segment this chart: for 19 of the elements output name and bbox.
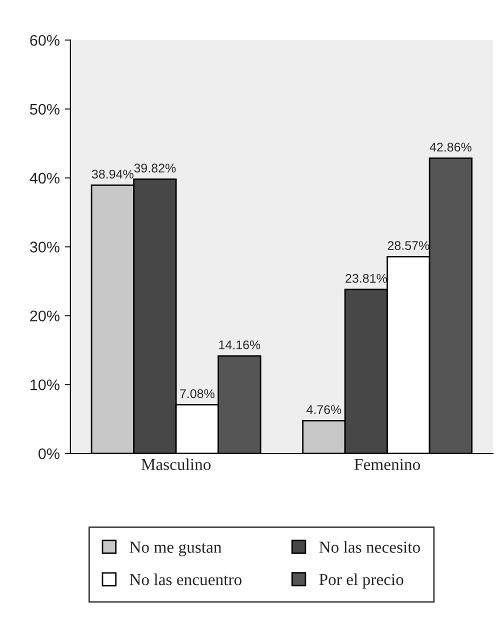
- data-label: 39.82%: [134, 164, 176, 173]
- legend-label: No me gustan: [130, 542, 222, 556]
- legend-label: Por el precio: [319, 573, 404, 589]
- y-tick-label: 0%: [38, 448, 60, 460]
- y-tick-label: 10%: [30, 379, 60, 390]
- legend-label: No las encuentro: [130, 574, 242, 586]
- y-tick-label: 30%: [30, 242, 60, 252]
- legend-label: No las necesito: [319, 541, 420, 553]
- data-label: 7.08%: [180, 389, 214, 398]
- y-tick-label: 40%: [30, 172, 60, 184]
- x-tick-label: Masculino: [141, 458, 211, 470]
- y-tick-label: 20%: [30, 310, 60, 322]
- data-label: 38.94%: [92, 170, 134, 179]
- y-tick-label: 60%: [30, 34, 60, 46]
- data-label: 14.16%: [219, 340, 260, 350]
- data-label: 4.76%: [306, 405, 342, 414]
- data-label: 42.86%: [430, 142, 472, 152]
- x-tick-label: Femenino: [354, 458, 420, 470]
- y-tick-label: 50%: [30, 104, 60, 115]
